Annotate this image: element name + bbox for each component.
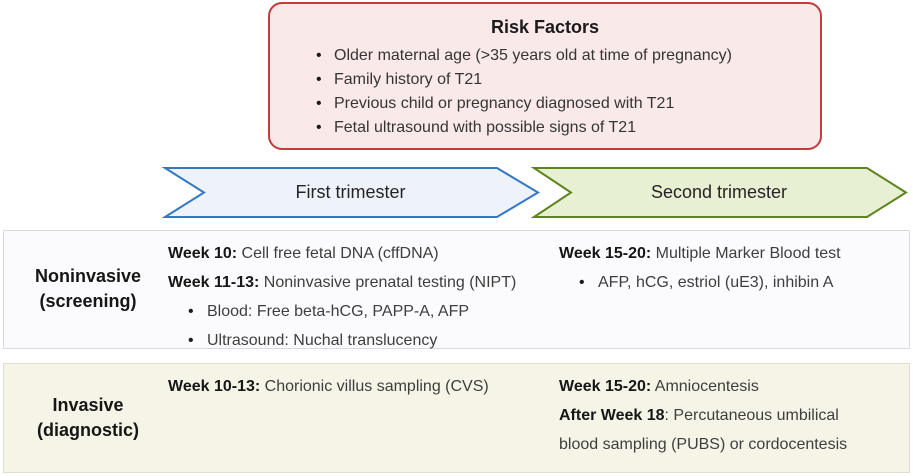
amniocentesis-line: Week 15-20: Amniocentesis: [559, 372, 847, 401]
week10-line: Week 10: Cell free fetal DNA (cffDNA): [168, 239, 516, 268]
ultrasound-bullet-item: Ultrasound: Nuchal translucency: [168, 326, 516, 355]
after-week18-text: : Percutaneous umbilical: [664, 407, 839, 424]
risk-factor-item: Previous child or pregnancy diagnosed wi…: [316, 92, 820, 116]
noninvasive-first-trimester-content: Week 10: Cell free fetal DNA (cffDNA) We…: [168, 239, 516, 355]
markers-bullet-item: AFP, hCG, estriol (uE3), inhibin A: [559, 268, 841, 297]
invasive-label-line2: (diagnostic): [37, 420, 139, 440]
week10-label: Week 10:: [168, 245, 238, 262]
week15-20-screening-label: Week 15-20:: [559, 245, 652, 262]
pubs-line: After Week 18: Percutaneous umbilical: [559, 401, 847, 430]
noninvasive-row: Noninvasive (screening) Week 10: Cell fr…: [3, 230, 910, 355]
week10-text: Cell free fetal DNA (cffDNA): [237, 245, 439, 262]
risk-factor-item: Older maternal age (>35 years old at tim…: [316, 44, 820, 68]
week15-20-screening-text: Multiple Marker Blood test: [651, 245, 841, 262]
week10-13-label: Week 10-13:: [168, 378, 261, 395]
pubs-continuation-line: blood sampling (PUBS) or cordocentesis: [559, 436, 848, 453]
invasive-row-label: Invasive (diagnostic): [4, 393, 172, 443]
noninvasive-second-trimester-content: Week 15-20: Multiple Marker Blood test A…: [559, 239, 841, 297]
noninvasive-row-label: Noninvasive (screening): [4, 264, 172, 314]
week10-13-text: Chorionic villus sampling (CVS): [260, 378, 489, 395]
week11-13-label: Week 11-13:: [168, 274, 260, 291]
week15-20-diagnostic-label: Week 15-20:: [559, 378, 652, 395]
second-trimester-label: Second trimester: [650, 182, 788, 202]
risk-factors-list: Older maternal age (>35 years old at tim…: [270, 44, 820, 140]
risk-factor-item: Fetal ultrasound with possible signs of …: [316, 116, 820, 140]
risk-factors-box: Risk Factors Older maternal age (>35 yea…: [268, 2, 822, 150]
week15-20-diagnostic-text: Amniocentesis: [651, 378, 759, 395]
week10-13-line: Week 10-13: Chorionic villus sampling (C…: [168, 372, 489, 401]
week11-13-line: Week 11-13: Noninvasive prenatal testing…: [168, 268, 516, 297]
after-week18-label: After Week 18: [559, 407, 665, 424]
invasive-row: Invasive (diagnostic) Week 10-13: Chorio…: [3, 363, 910, 473]
noninvasive-label-line1: Noninvasive: [34, 266, 142, 286]
week11-13-text: Noninvasive prenatal testing (NIPT): [259, 274, 517, 291]
noninvasive-label-line2: (screening): [39, 291, 137, 311]
risk-factor-item: Family history of T21: [316, 68, 820, 92]
blood-bullet-item: Blood: Free beta-hCG, PAPP-A, AFP: [168, 297, 516, 326]
week15-20-screening-line: Week 15-20: Multiple Marker Blood test: [559, 239, 841, 268]
risk-factors-title: Risk Factors: [490, 17, 600, 37]
invasive-second-trimester-content: Week 15-20: Amniocentesis After Week 18:…: [559, 372, 847, 459]
first-trimester-label: First trimester: [295, 182, 406, 202]
invasive-label-line1: Invasive: [52, 395, 124, 415]
invasive-first-trimester-content: Week 10-13: Chorionic villus sampling (C…: [168, 372, 489, 401]
